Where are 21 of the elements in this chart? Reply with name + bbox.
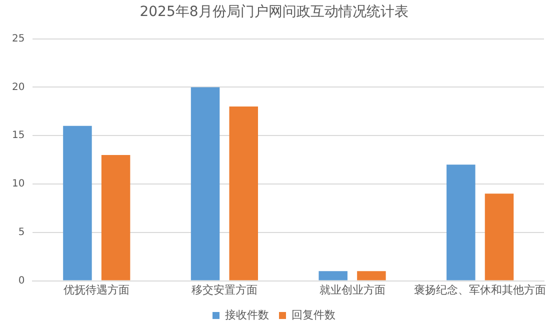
- x-tick-label: 移交安置方面: [191, 283, 258, 296]
- chart-title: 2025年8月份局门户网问政互动情况统计表: [140, 4, 408, 20]
- bar: [357, 271, 386, 280]
- y-tick-label: 20: [12, 82, 25, 93]
- y-tick-label: 25: [12, 33, 25, 44]
- bar: [229, 106, 258, 280]
- y-tick-label: 5: [18, 226, 25, 238]
- bar: [484, 194, 514, 280]
- x-tick-label: 优抚待遇方面: [64, 283, 130, 296]
- y-tick-label: 15: [12, 130, 25, 142]
- legend-label: 接收件数: [225, 308, 269, 322]
- x-tick-label: 褒扬纪念、军休和其他方面: [414, 283, 546, 296]
- legend-label: 回复件数: [292, 308, 336, 322]
- bar: [190, 87, 220, 280]
- bar: [63, 126, 92, 280]
- y-tick-label: 10: [12, 178, 25, 190]
- y-tick-label: 0: [18, 275, 25, 286]
- bar: [101, 154, 130, 280]
- x-tick-label: 就业创业方面: [319, 283, 386, 296]
- bar: [446, 164, 476, 280]
- bar: [318, 271, 348, 280]
